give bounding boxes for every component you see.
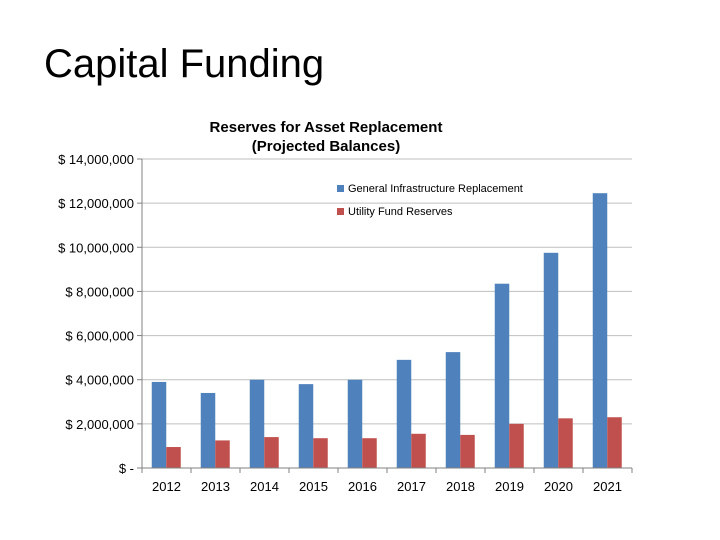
bar-utility-2020 bbox=[558, 418, 573, 468]
x-tick-label: 2021 bbox=[593, 479, 622, 494]
bar-general-2014 bbox=[249, 379, 265, 468]
bar-utility-2015 bbox=[313, 438, 328, 468]
bar-utility-2021 bbox=[607, 417, 622, 468]
y-tick-label: $ 12,000,000 bbox=[58, 196, 134, 211]
y-tick-label: $ 14,000,000 bbox=[58, 152, 134, 167]
bar-utility-2018 bbox=[460, 434, 475, 468]
chart-title-block: Reserves for Asset Replacement (Projecte… bbox=[196, 118, 456, 156]
legend-label: General Infrastructure Replacement bbox=[348, 183, 523, 195]
y-tick-label: $ 2,000,000 bbox=[65, 417, 134, 432]
bar-utility-2019 bbox=[509, 423, 524, 468]
bar-utility-2016 bbox=[362, 438, 377, 468]
chart-title: Reserves for Asset Replacement bbox=[209, 119, 443, 136]
y-axis-ticks: $ - $ 2,000,000 $ 4,000,000 $ 6,000,000 $ 8,… bbox=[58, 152, 142, 476]
y-tick-label: $ 8,000,000 bbox=[65, 284, 134, 299]
bar-utility-2012 bbox=[166, 447, 181, 468]
legend-label: Utility Fund Reserves bbox=[348, 206, 453, 218]
y-tick-label: $ 4,000,000 bbox=[65, 373, 134, 388]
bar-general-2012 bbox=[151, 381, 167, 468]
legend-swatch bbox=[337, 208, 344, 215]
bar-utility-2017 bbox=[411, 433, 426, 468]
x-tick-label: 2016 bbox=[348, 479, 377, 494]
y-tick-label: $ - bbox=[119, 461, 134, 476]
legend: General Infrastructure Replacement Utilit… bbox=[337, 183, 523, 218]
x-axis-ticks: 2012 2013 2014 2015 2016 2017 2018 2019 2020 2021 bbox=[141, 468, 633, 494]
x-tick-label: 2020 bbox=[544, 479, 573, 494]
x-tick-label: 2018 bbox=[446, 479, 475, 494]
chart-subtitle: (Projected Balances) bbox=[251, 138, 401, 155]
x-tick-label: 2014 bbox=[250, 479, 279, 494]
x-tick-label: 2013 bbox=[201, 479, 230, 494]
bar-general-2015 bbox=[298, 384, 314, 468]
x-tick-label: 2012 bbox=[152, 479, 181, 494]
bar-general-2018 bbox=[445, 352, 461, 468]
bars bbox=[151, 193, 622, 469]
bar-general-2013 bbox=[200, 392, 216, 468]
x-tick-label: 2015 bbox=[299, 479, 328, 494]
y-tick-label: $ 10,000,000 bbox=[58, 240, 134, 255]
x-tick-label: 2017 bbox=[397, 479, 426, 494]
bar-general-2019 bbox=[494, 283, 510, 468]
bar-general-2021 bbox=[592, 193, 608, 469]
x-tick-label: 2019 bbox=[495, 479, 524, 494]
slide-title: Capital Funding bbox=[44, 42, 325, 86]
bar-general-2020 bbox=[543, 252, 559, 468]
gridlines bbox=[142, 158, 632, 425]
bar-general-2017 bbox=[396, 359, 412, 468]
y-tick-label: $ 6,000,000 bbox=[65, 329, 134, 344]
legend-swatch bbox=[337, 185, 344, 192]
bar-utility-2013 bbox=[215, 440, 230, 468]
bar-utility-2014 bbox=[264, 437, 279, 468]
bar-general-2016 bbox=[347, 379, 363, 468]
